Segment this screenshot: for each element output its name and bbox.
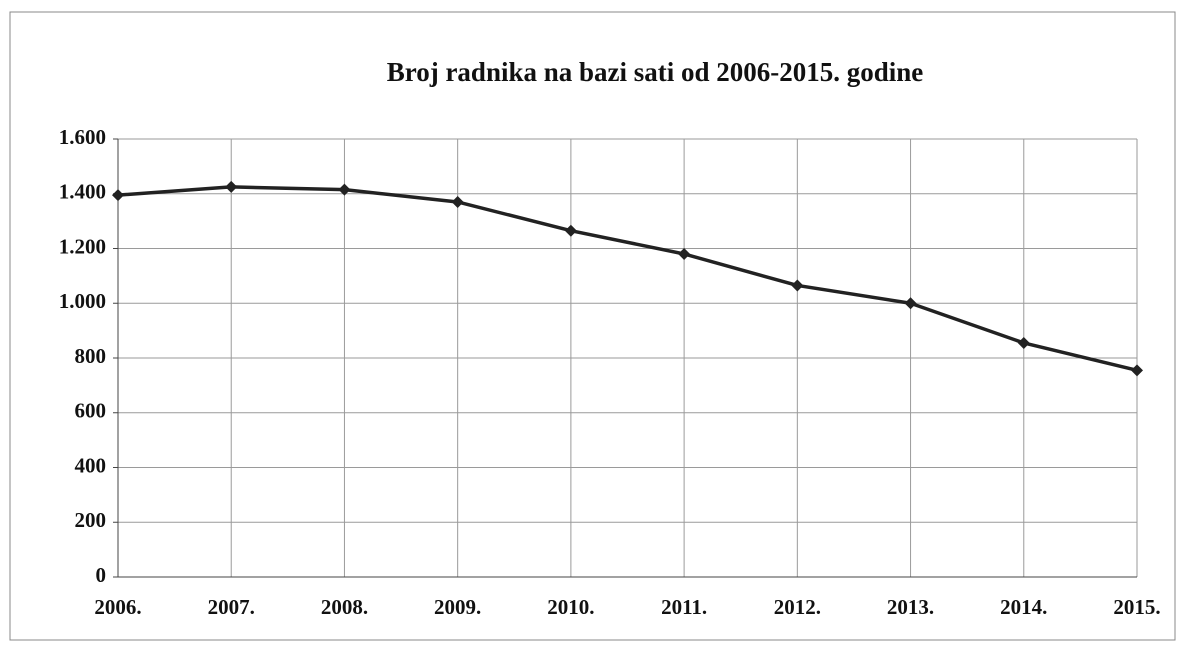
x-tick-label: 2006. <box>94 595 141 619</box>
y-tick-label: 800 <box>75 344 107 368</box>
data-point <box>678 247 691 260</box>
x-tick-label: 2009. <box>434 595 481 619</box>
y-tick-label: 600 <box>75 399 107 423</box>
x-tick-label: 2012. <box>774 595 821 619</box>
y-tick-label: 400 <box>75 453 107 477</box>
x-tick-label: 2013. <box>887 595 934 619</box>
data-point <box>1131 364 1143 377</box>
data-line <box>117 185 1138 373</box>
data-point <box>904 297 917 310</box>
data-point <box>451 195 464 208</box>
x-tick-label: 2014. <box>1000 595 1047 619</box>
y-tick-label: 1.200 <box>59 234 106 258</box>
data-point <box>112 189 124 202</box>
x-tick-label: 2008. <box>321 595 368 619</box>
y-tick-label: 1.400 <box>59 180 106 204</box>
data-point <box>338 183 351 196</box>
data-point <box>564 224 577 237</box>
data-point <box>225 180 238 193</box>
data-point <box>1017 336 1030 349</box>
y-tick-label: 1.600 <box>59 125 106 149</box>
y-tick-label: 200 <box>75 508 107 532</box>
data-point <box>791 279 804 292</box>
chart-frame <box>9 11 1176 641</box>
x-tick-label: 2007. <box>208 595 255 619</box>
chart-title: Broj radnika na bazi sati od 2006-2015. … <box>387 57 924 87</box>
x-tick-label: 2015. <box>1113 595 1160 619</box>
y-tick-label: 0 <box>96 563 107 587</box>
x-tick-label: 2010. <box>547 595 594 619</box>
x-tick-label: 2011. <box>661 595 707 619</box>
y-tick-label: 1.000 <box>59 289 106 313</box>
